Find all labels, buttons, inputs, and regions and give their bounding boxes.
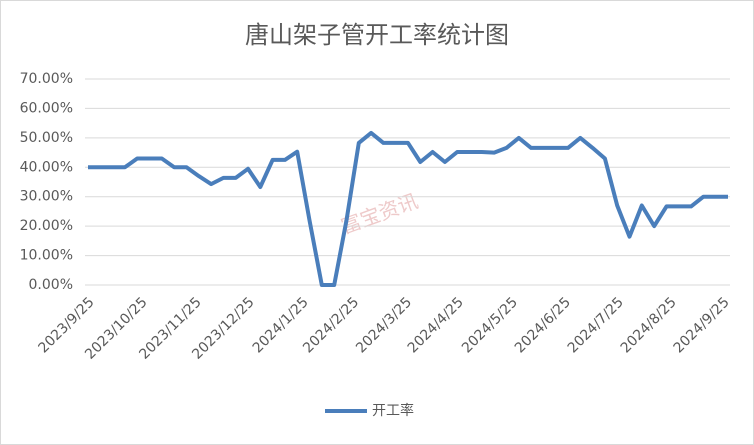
y-tick-label: 0.00% bbox=[29, 277, 73, 293]
y-tick-label: 30.00% bbox=[20, 189, 73, 205]
y-tick-label: 40.00% bbox=[20, 159, 73, 175]
chart-title: 唐山架子管开工率统计图 bbox=[245, 21, 509, 49]
legend-label: 开工率 bbox=[372, 402, 414, 419]
y-tick-label: 60.00% bbox=[20, 100, 73, 116]
data-line bbox=[88, 130, 728, 287]
y-tick-label: 50.00% bbox=[20, 130, 73, 146]
y-tick-label: 10.00% bbox=[20, 248, 73, 264]
y-tick-label: 70.00% bbox=[20, 71, 73, 87]
y-tick-label: 20.00% bbox=[20, 218, 73, 234]
